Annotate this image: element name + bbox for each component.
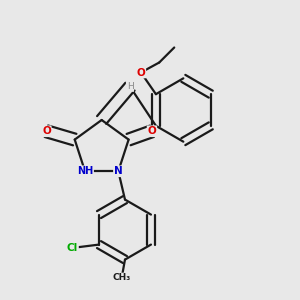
Text: NH: NH xyxy=(77,166,93,176)
Text: O: O xyxy=(148,126,156,136)
Text: N: N xyxy=(114,166,123,176)
Text: Cl: Cl xyxy=(67,243,78,253)
Text: O: O xyxy=(42,126,51,136)
Text: CH₃: CH₃ xyxy=(112,273,131,282)
Text: H: H xyxy=(127,82,134,91)
Text: O: O xyxy=(136,68,145,77)
